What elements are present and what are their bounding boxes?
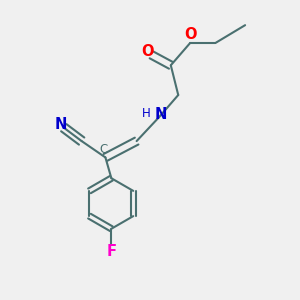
Text: H: H	[142, 107, 151, 120]
Text: N: N	[155, 107, 167, 122]
Text: N: N	[55, 117, 67, 132]
Text: F: F	[106, 244, 116, 259]
Text: O: O	[184, 27, 197, 42]
Text: C: C	[100, 142, 108, 156]
Text: O: O	[142, 44, 154, 59]
